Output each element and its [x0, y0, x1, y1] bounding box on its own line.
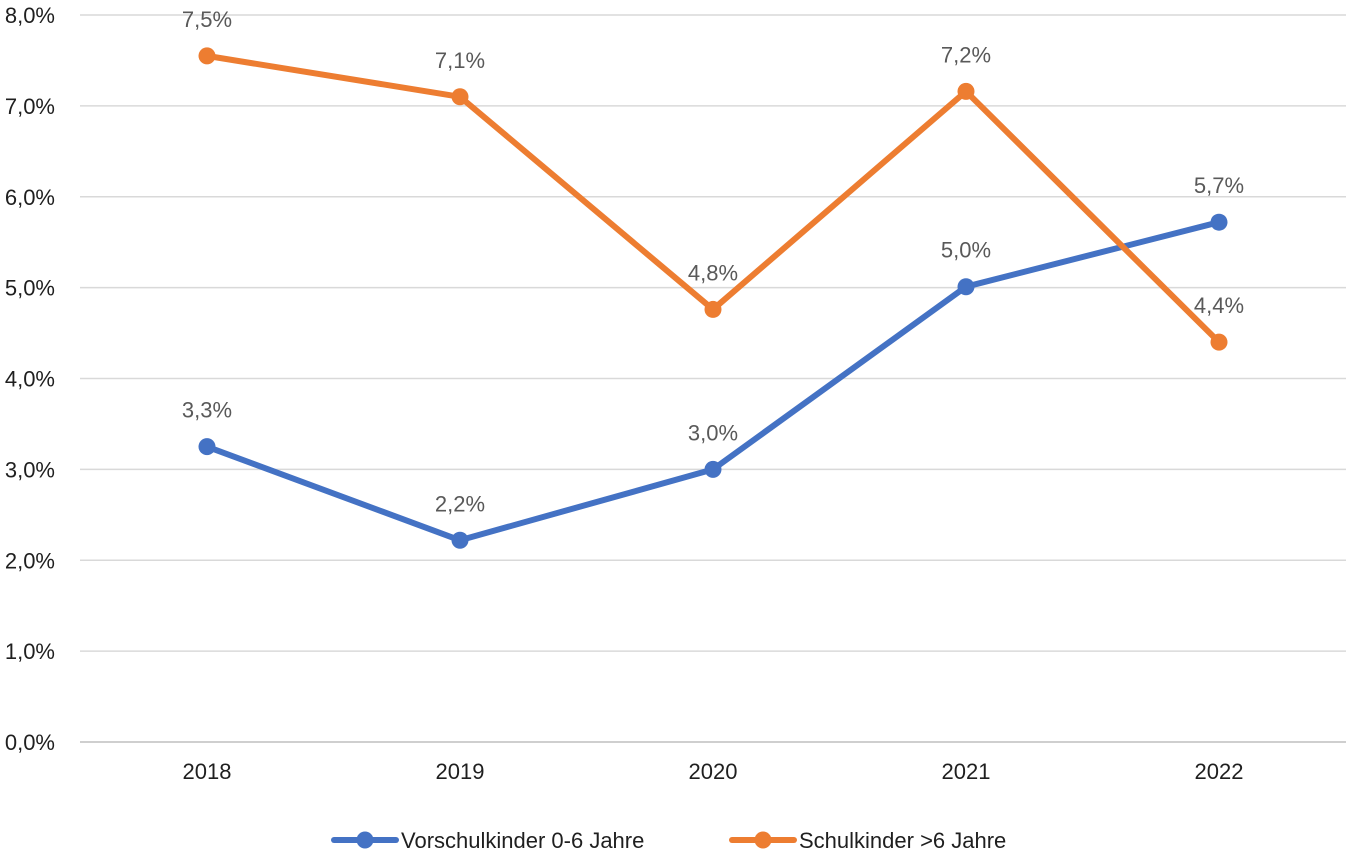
data-point-vorschulkinder-0-6-jahre	[704, 460, 722, 478]
legend: Vorschulkinder 0-6 Jahre Schulkinder >6 J…	[331, 828, 1006, 853]
data-label: 7,2%	[941, 42, 991, 67]
data-label: 3,3%	[182, 398, 232, 423]
data-label: 7,5%	[182, 7, 232, 32]
x-tick-label: 2021	[942, 759, 991, 784]
y-tick-label: 3,0%	[5, 457, 55, 482]
x-tick-label: 2020	[689, 759, 738, 784]
y-tick-label: 2,0%	[5, 548, 55, 573]
y-tick-label: 5,0%	[5, 276, 55, 301]
legend-swatch-marker	[754, 831, 772, 849]
x-axis: 2018 2019 2020 2021 2022	[183, 759, 1244, 784]
data-point-schulkinder-6-jahre	[704, 300, 722, 318]
legend-label: Schulkinder >6 Jahre	[799, 828, 1006, 853]
y-tick-label: 8,0%	[5, 3, 55, 28]
data-point-vorschulkinder-0-6-jahre	[1210, 213, 1228, 231]
data-label: 3,0%	[688, 420, 738, 445]
data-label: 5,7%	[1194, 173, 1244, 198]
x-tick-label: 2018	[183, 759, 232, 784]
y-tick-label: 6,0%	[5, 185, 55, 210]
legend-label: Vorschulkinder 0-6 Jahre	[401, 828, 644, 853]
data-labels: 3,3% 2,2% 3,0% 5,0% 5,7% 7,5% 7,1% 4,8% 7,2% 4,4%	[182, 7, 1244, 516]
y-tick-label: 4,0%	[5, 367, 55, 392]
data-point-schulkinder-6-jahre	[198, 47, 216, 65]
y-tick-label: 1,0%	[5, 639, 55, 664]
data-label: 2,2%	[435, 491, 485, 516]
data-label: 5,0%	[941, 238, 991, 263]
x-tick-label: 2019	[436, 759, 485, 784]
x-tick-label: 2022	[1195, 759, 1244, 784]
data-point-vorschulkinder-0-6-jahre	[957, 278, 975, 296]
data-point-schulkinder-6-jahre	[957, 82, 975, 100]
legend-swatch-marker	[356, 831, 374, 849]
data-point-vorschulkinder-0-6-jahre	[198, 438, 216, 456]
data-label: 4,8%	[688, 260, 738, 285]
data-label: 7,1%	[435, 48, 485, 73]
data-label: 4,4%	[1194, 293, 1244, 318]
gridlines	[80, 14, 1346, 743]
y-tick-label: 7,0%	[5, 94, 55, 119]
series-lines	[198, 47, 1228, 549]
y-axis: 0,0% 1,0% 2,0% 3,0% 4,0% 5,0% 6,0% 7,0% 8,0%	[5, 3, 55, 755]
legend-item-vorschulkinder-0-6-jahre: Vorschulkinder 0-6 Jahre	[331, 828, 644, 853]
data-point-schulkinder-6-jahre	[1210, 333, 1228, 351]
data-point-schulkinder-6-jahre	[451, 88, 469, 106]
data-point-vorschulkinder-0-6-jahre	[451, 531, 469, 549]
series-line-schulkinder-6-jahre	[204, 52, 1222, 346]
legend-item-schulkinder-6-jahre: Schulkinder >6 Jahre	[729, 828, 1006, 853]
y-tick-label: 0,0%	[5, 730, 55, 755]
